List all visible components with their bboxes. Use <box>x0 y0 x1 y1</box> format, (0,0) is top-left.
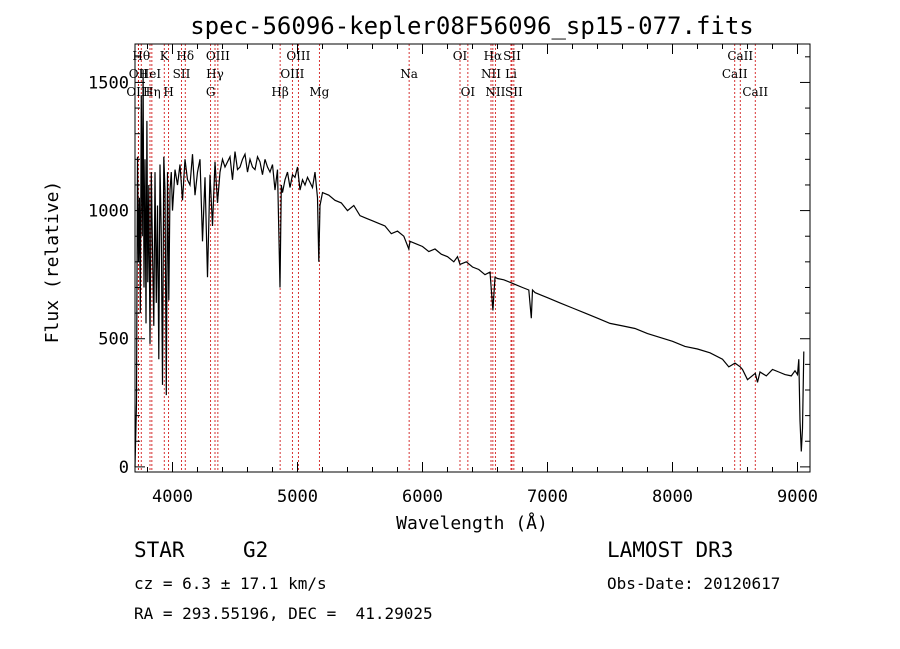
x-tick-label: 4000 <box>152 487 193 507</box>
line-label: OIII <box>280 67 304 81</box>
object-class: STAR <box>134 538 185 562</box>
y-tick-label: 0 <box>119 458 129 478</box>
y-axis-ticks: 0 500 1000 1500 <box>88 56 810 478</box>
line-label: Hδ <box>176 49 194 63</box>
line-label: NII <box>481 67 501 81</box>
x-tick-label: 7000 <box>527 487 568 507</box>
line-label: SII <box>505 85 523 99</box>
coordinates-readout: RA = 293.55196, DEC = 41.29025 <box>134 604 433 623</box>
y-tick-label: 1500 <box>88 73 129 93</box>
x-tick-label: 6000 <box>402 487 443 507</box>
y-axis-label: Flux (relative) <box>42 181 63 344</box>
y-tick-label: 500 <box>98 330 129 350</box>
line-label: CaII <box>722 67 748 81</box>
line-label: H <box>163 85 173 99</box>
line-label: OI <box>453 49 468 63</box>
x-axis-ticks: 4000 5000 6000 7000 8000 9000 <box>147 44 818 507</box>
spectrum-plot: spec-56096-kepler08F56096_sp15-077.fits … <box>42 12 818 534</box>
line-label: Hθ <box>132 49 150 63</box>
y-tick-label: 1000 <box>88 202 129 222</box>
line-label: CaII <box>742 85 768 99</box>
redshift-readout: cz = 6.3 ± 17.1 km/s <box>134 574 327 593</box>
x-tick-label: 5000 <box>277 487 318 507</box>
line-label: CaII <box>727 49 753 63</box>
line-label: G <box>206 85 216 99</box>
chart-title: spec-56096-kepler08F56096_sp15-077.fits <box>190 12 754 40</box>
line-label: Na <box>400 67 418 81</box>
spectral-subclass: G2 <box>243 538 269 562</box>
x-tick-label: 8000 <box>652 487 693 507</box>
line-label: OIII <box>206 49 230 63</box>
line-label: OIII <box>286 49 310 63</box>
line-label: Hη <box>143 85 161 99</box>
line-label: K <box>160 49 170 63</box>
line-label: SII <box>503 49 521 63</box>
line-label: HeI <box>139 67 162 81</box>
observation-date: Obs-Date: 20120617 <box>607 574 781 593</box>
spectral-line-markers <box>137 44 756 472</box>
line-label: Hγ <box>206 67 224 81</box>
survey-name: LAMOST DR3 <box>607 538 734 562</box>
x-tick-label: 9000 <box>777 487 818 507</box>
line-label: NII <box>485 85 505 99</box>
line-label: OI <box>461 85 476 99</box>
line-label: OIII <box>126 85 150 99</box>
plot-frame <box>134 43 811 473</box>
line-label: Li <box>505 67 517 81</box>
line-label: Mg <box>309 85 329 99</box>
line-label: Hβ <box>271 85 288 99</box>
x-axis-label: Wavelength (Å) <box>396 512 548 534</box>
spectrum-line <box>134 69 805 467</box>
line-label: SII <box>173 67 191 81</box>
line-label: Hα <box>484 49 503 63</box>
